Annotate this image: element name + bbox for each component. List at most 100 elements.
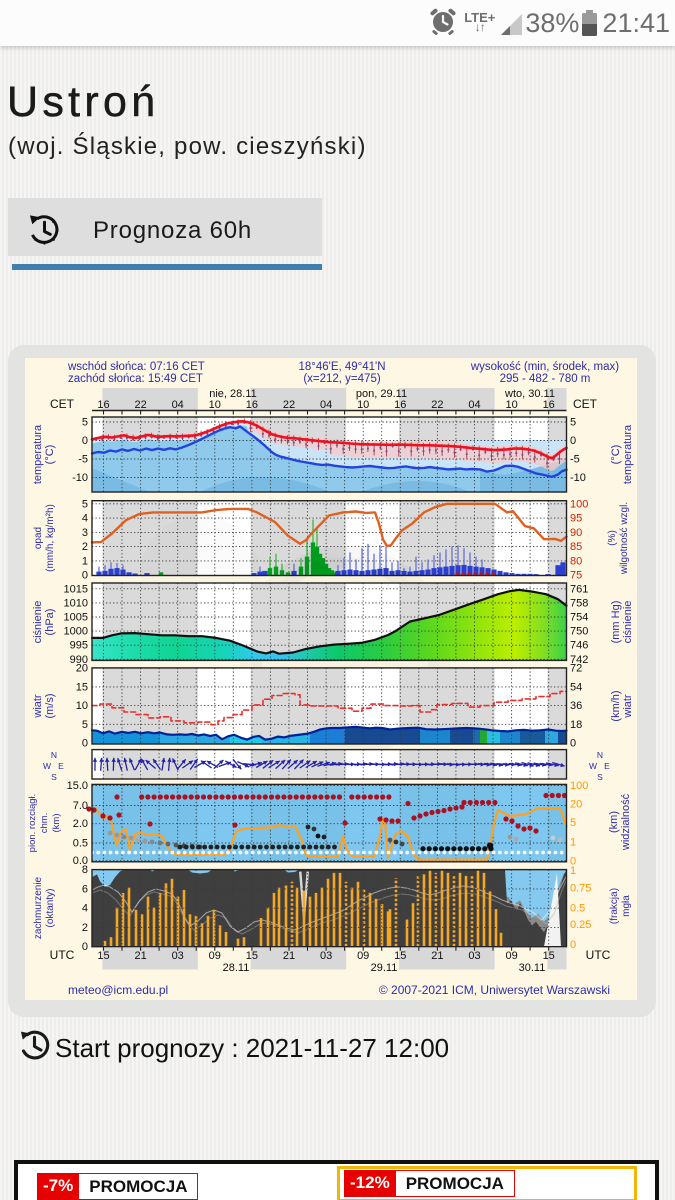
svg-text:29.11: 29.11 xyxy=(371,962,398,974)
svg-text:pon, 29.11: pon, 29.11 xyxy=(356,388,407,400)
svg-text:10: 10 xyxy=(505,399,517,411)
svg-text:N: N xyxy=(51,750,57,760)
svg-text:09: 09 xyxy=(357,950,369,962)
svg-text:5: 5 xyxy=(82,719,88,731)
svg-text:-10: -10 xyxy=(570,472,586,484)
svg-text:CET: CET xyxy=(50,397,75,411)
svg-text:5: 5 xyxy=(82,417,88,429)
svg-text:18°46'E, 49°41'N: 18°46'E, 49°41'N xyxy=(298,361,385,373)
svg-text:0.0: 0.0 xyxy=(73,855,88,867)
svg-text:CET: CET xyxy=(573,397,598,411)
svg-text:750: 750 xyxy=(570,626,588,638)
svg-text:4: 4 xyxy=(82,903,88,915)
svg-text:09: 09 xyxy=(209,950,221,962)
svg-text:(%): (%) xyxy=(607,530,618,546)
svg-text:(frakcja): (frakcja) xyxy=(609,888,620,924)
svg-text:UTC: UTC xyxy=(50,948,75,962)
svg-text:E: E xyxy=(58,761,64,771)
svg-text:03: 03 xyxy=(320,950,332,962)
svg-text:5: 5 xyxy=(82,498,88,510)
svg-text:90: 90 xyxy=(570,527,582,539)
svg-text:100: 100 xyxy=(570,498,588,510)
svg-text:wilgotność wzgl.: wilgotność wzgl. xyxy=(619,502,630,575)
svg-text:15: 15 xyxy=(543,950,555,962)
svg-text:1000: 1000 xyxy=(64,626,88,638)
svg-text:0: 0 xyxy=(570,856,576,868)
svg-text:15: 15 xyxy=(76,681,88,693)
svg-text:1: 1 xyxy=(570,836,576,848)
svg-text:21: 21 xyxy=(283,950,295,962)
svg-text:ciśnienie: ciśnienie xyxy=(622,601,634,644)
svg-text:18: 18 xyxy=(570,719,582,731)
svg-text:8: 8 xyxy=(82,864,88,876)
svg-text:16: 16 xyxy=(97,399,109,411)
svg-text:widzialność: widzialność xyxy=(620,793,632,851)
svg-text:wiatr: wiatr xyxy=(622,694,634,719)
svg-text:(hPa): (hPa) xyxy=(44,609,56,636)
svg-text:15: 15 xyxy=(394,950,406,962)
svg-text:7.0: 7.0 xyxy=(73,800,88,812)
svg-text:04: 04 xyxy=(172,399,184,411)
svg-text:1: 1 xyxy=(82,555,88,567)
svg-text:0: 0 xyxy=(82,570,88,582)
svg-text:6: 6 xyxy=(82,883,88,895)
svg-text:15: 15 xyxy=(246,950,258,962)
svg-text:1010: 1010 xyxy=(64,597,88,609)
svg-text:742: 742 xyxy=(570,654,588,666)
svg-text:80: 80 xyxy=(570,555,582,567)
svg-text:S: S xyxy=(51,772,57,782)
svg-text:0: 0 xyxy=(82,738,88,750)
svg-text:1005: 1005 xyxy=(64,612,88,624)
svg-text:S: S xyxy=(597,772,603,782)
svg-text:20: 20 xyxy=(76,663,88,675)
svg-text:zachmurzenie: zachmurzenie xyxy=(33,876,44,939)
svg-text:(x=212, y=475): (x=212, y=475) xyxy=(303,373,381,385)
svg-text:10: 10 xyxy=(209,399,221,411)
svg-text:0: 0 xyxy=(570,738,576,750)
svg-text:(m/s): (m/s) xyxy=(44,693,56,718)
svg-text:75: 75 xyxy=(570,570,582,582)
svg-text:990: 990 xyxy=(70,654,88,666)
svg-text:16: 16 xyxy=(543,399,555,411)
svg-text:5: 5 xyxy=(570,817,576,829)
svg-text:5: 5 xyxy=(570,417,576,429)
svg-text:pion. rozciągł.: pion. rozciągł. xyxy=(27,794,38,853)
svg-text:1: 1 xyxy=(570,865,576,877)
svg-text:95: 95 xyxy=(570,513,582,525)
svg-text:(km): (km) xyxy=(608,811,620,833)
svg-text:E: E xyxy=(604,761,610,771)
svg-text:04: 04 xyxy=(320,399,332,411)
svg-text:(mm Hg): (mm Hg) xyxy=(610,601,622,644)
svg-text:758: 758 xyxy=(570,597,588,609)
svg-text:chm.: chm. xyxy=(39,813,50,834)
svg-text:16: 16 xyxy=(394,399,406,411)
svg-text:1015: 1015 xyxy=(64,583,88,595)
svg-text:10: 10 xyxy=(76,700,88,712)
svg-text:0.75: 0.75 xyxy=(570,883,591,895)
svg-text:(°C): (°C) xyxy=(44,445,56,465)
svg-text:54: 54 xyxy=(570,681,582,693)
svg-text:W: W xyxy=(589,761,597,771)
svg-text:-5: -5 xyxy=(570,454,580,466)
svg-text:3: 3 xyxy=(82,527,88,539)
svg-text:-10: -10 xyxy=(72,472,88,484)
svg-text:21: 21 xyxy=(431,950,443,962)
svg-text:UTC: UTC xyxy=(586,948,611,962)
svg-text:22: 22 xyxy=(134,399,146,411)
svg-text:09: 09 xyxy=(505,950,517,962)
svg-text:(km/h): (km/h) xyxy=(610,690,622,721)
svg-text:21: 21 xyxy=(134,950,146,962)
svg-text:15: 15 xyxy=(97,950,109,962)
svg-text:28.11: 28.11 xyxy=(223,962,250,974)
svg-text:ciśnienie: ciśnienie xyxy=(32,601,44,644)
svg-text:wschód słońca: 07:16 CET: wschód słońca: 07:16 CET xyxy=(67,361,205,373)
svg-text:0: 0 xyxy=(570,435,576,447)
svg-text:0: 0 xyxy=(82,941,88,953)
svg-text:(°C): (°C) xyxy=(610,445,622,465)
svg-text:10: 10 xyxy=(357,399,369,411)
svg-text:30.11: 30.11 xyxy=(519,962,546,974)
svg-text:0.25: 0.25 xyxy=(570,919,591,931)
svg-text:(oktanty): (oktanty) xyxy=(45,889,56,928)
svg-text:761: 761 xyxy=(570,583,588,595)
svg-text:nie, 28.11: nie, 28.11 xyxy=(209,388,257,400)
